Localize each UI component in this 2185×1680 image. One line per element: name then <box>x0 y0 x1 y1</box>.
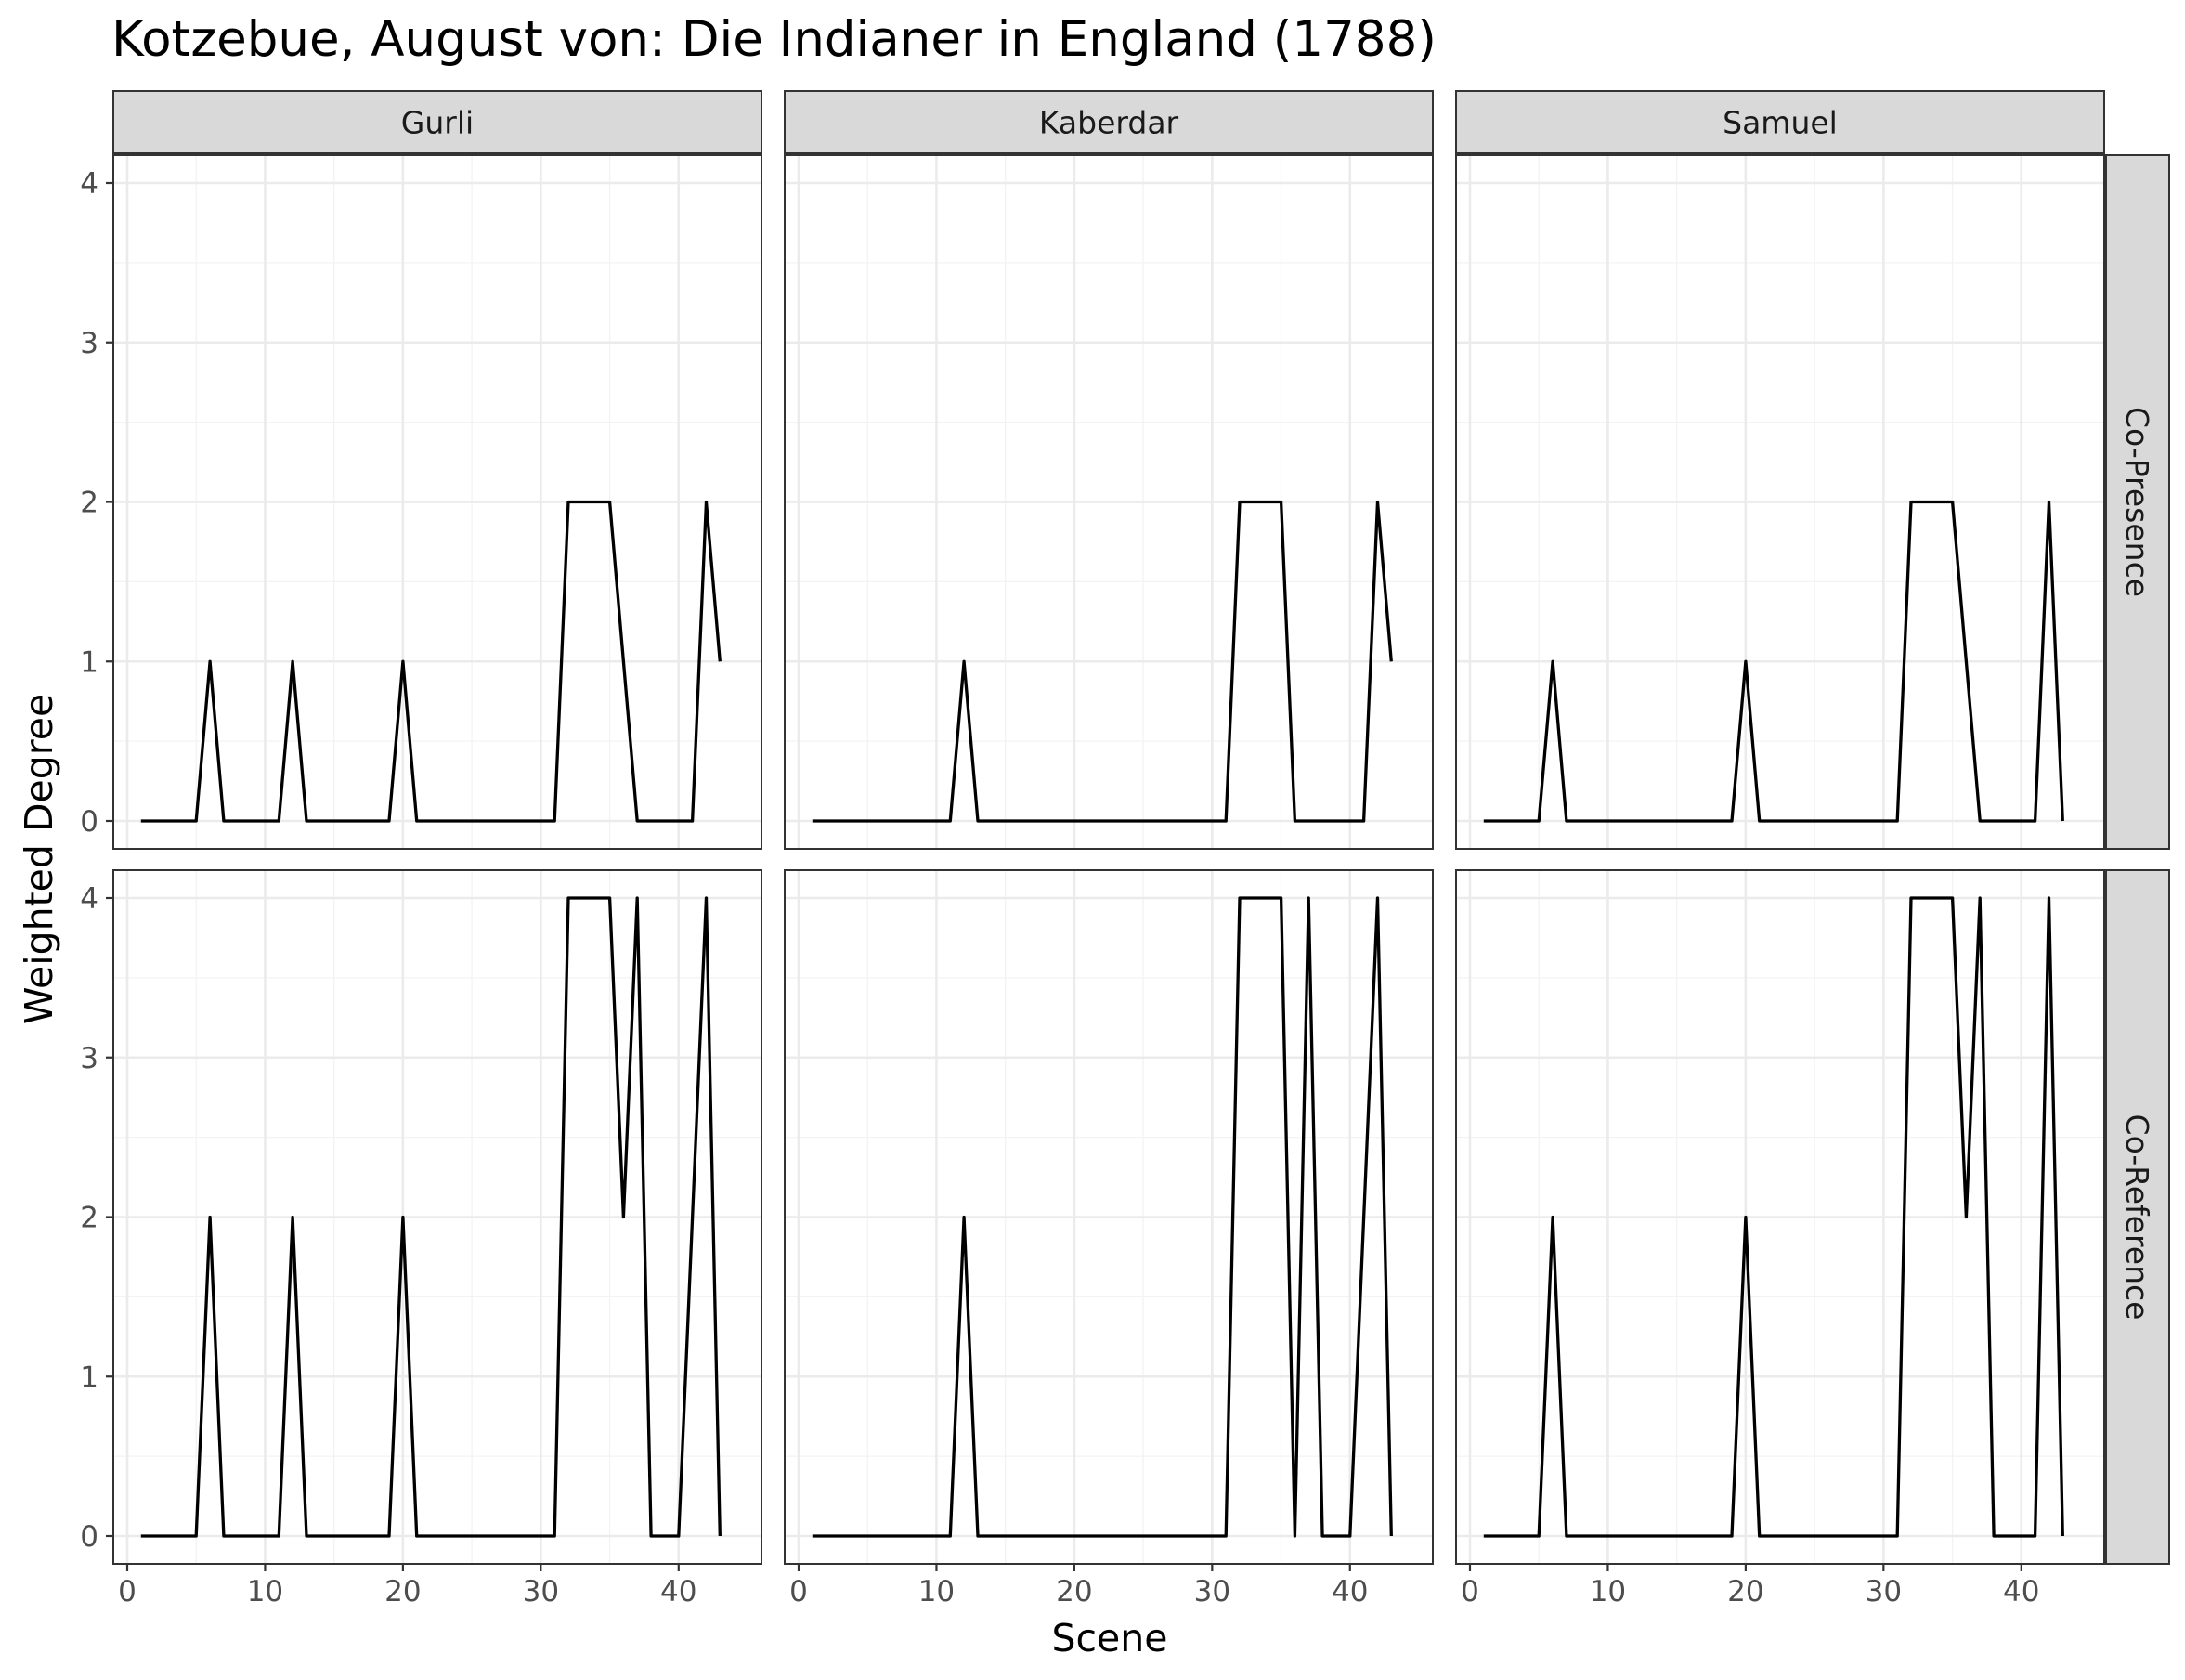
y-tick-label: 0 <box>80 1520 98 1554</box>
y-tick-label: 3 <box>80 1042 98 1075</box>
series-layer <box>140 500 2064 1538</box>
y-tick-label: 4 <box>80 167 98 201</box>
x-tick-label: 0 <box>118 1575 137 1608</box>
series-line-kaberdar-co-presence <box>812 500 1393 823</box>
x-axis-title: Scene <box>1051 1616 1167 1660</box>
x-tick-label: 20 <box>1056 1575 1092 1608</box>
x-tick-label: 30 <box>523 1575 559 1608</box>
panel-frames: Gurli Kaberdar Samuel Co-Presence Co-Referen… <box>112 90 2170 1565</box>
column-strip-samuel <box>1455 90 2105 154</box>
series-line-gurli-co-reference <box>140 896 722 1538</box>
series-line-gurli-co-presence <box>140 500 722 823</box>
x-tick-label: 10 <box>1590 1575 1626 1608</box>
column-strip-kaberdar <box>784 90 1434 154</box>
row-strip-label-co-reference: Co-Reference <box>2119 1114 2155 1321</box>
y-tick-label: 2 <box>80 487 98 520</box>
column-strip-label-gurli: Gurli <box>401 105 474 141</box>
column-strip-label-samuel: Samuel <box>1723 105 1838 141</box>
y-tick-label: 1 <box>80 645 98 679</box>
x-tick-label: 0 <box>1461 1575 1479 1608</box>
x-tick-label: 40 <box>1332 1575 1368 1608</box>
x-tick-label: 30 <box>1866 1575 1902 1608</box>
y-tick-label: 0 <box>80 805 98 839</box>
panel-kaberdar-co-reference <box>784 869 1434 1565</box>
x-tick-label: 10 <box>918 1575 955 1608</box>
x-tick-label: 20 <box>384 1575 421 1608</box>
y-tick-label: 1 <box>80 1361 98 1394</box>
row-strip-co-reference <box>2105 869 2170 1565</box>
series-line-samuel-co-reference <box>1483 896 2064 1538</box>
y-tick-label: 2 <box>80 1202 98 1235</box>
x-tick-label: 40 <box>2003 1575 2039 1608</box>
grid-layer <box>113 155 2104 1564</box>
panel-samuel-co-reference <box>1455 869 2105 1565</box>
series-line-kaberdar-co-reference <box>812 896 1393 1538</box>
y-tick-label: 4 <box>80 882 98 916</box>
chart-title: Kotzebue, August von: Die Indianer in En… <box>111 11 1437 68</box>
y-axis-title: Weighted Degree <box>17 694 61 1024</box>
column-strip-label-kaberdar: Kaberdar <box>1039 105 1179 141</box>
row-strip-co-presence <box>2105 154 2170 850</box>
series-line-samuel-co-presence <box>1483 500 2064 823</box>
panel-samuel-co-presence <box>1455 154 2105 850</box>
row-strip-label-co-presence: Co-Presence <box>2119 407 2155 597</box>
x-tick-label: 10 <box>247 1575 283 1608</box>
x-tick-label: 20 <box>1727 1575 1763 1608</box>
panel-kaberdar-co-presence <box>784 154 1434 850</box>
column-strip-gurli <box>112 90 762 154</box>
x-tick-label: 30 <box>1194 1575 1230 1608</box>
y-tick-label: 3 <box>80 327 98 360</box>
x-tick-label: 0 <box>789 1575 808 1608</box>
x-tick-label: 40 <box>660 1575 696 1608</box>
